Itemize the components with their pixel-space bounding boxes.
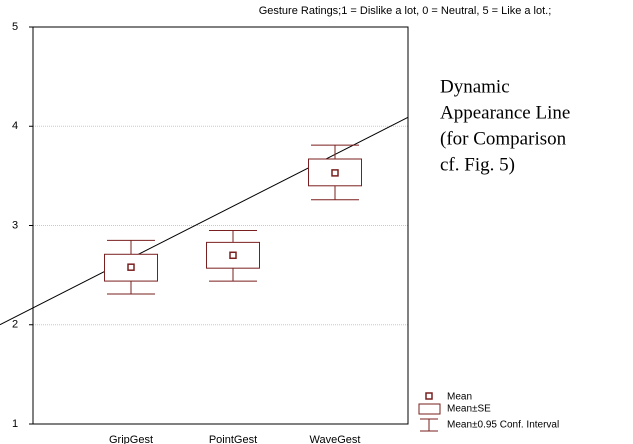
y-tick-label: 3 (12, 219, 18, 231)
legend-label: Mean±SE (447, 404, 491, 415)
annotation: Appearance Line (440, 102, 570, 123)
y-tick-label: 1 (12, 418, 18, 430)
x-tick-label: PointGest (209, 434, 257, 444)
mean-marker (127, 263, 135, 271)
mean-marker (229, 251, 237, 260)
annotation: Dynamic (440, 76, 510, 97)
legend-label: Mean (447, 392, 472, 403)
mean-marker (331, 169, 339, 177)
chart-title: Gesture Ratings;1 = Dislike a lot, 0 = N… (259, 5, 552, 17)
legend-label: Mean±0.95 Conf. Interval (447, 420, 559, 431)
reference-line (0, 116, 409, 326)
x-tick-label: GripGest (109, 434, 153, 444)
plot-frame (32, 26, 409, 425)
y-tick-label: 5 (12, 21, 18, 33)
x-tick-label: WaveGest (310, 434, 361, 444)
legend-mean (425, 392, 433, 400)
annotation: cf. Fig. 5) (440, 154, 515, 175)
annotation: (for Comparison (440, 128, 567, 149)
legend-se (418, 403, 441, 415)
y-tick-label: 4 (12, 120, 18, 132)
y-tick-label: 2 (12, 319, 18, 331)
